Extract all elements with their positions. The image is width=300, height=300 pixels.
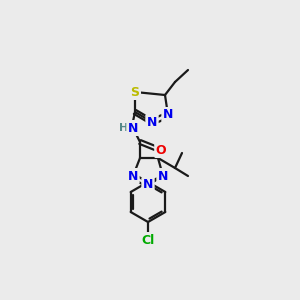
Text: O: O [156,143,166,157]
Text: S: S [130,85,140,98]
Text: H: H [119,123,129,133]
Text: N: N [147,116,157,128]
Text: N: N [128,169,138,182]
Text: Cl: Cl [141,233,154,247]
Text: N: N [128,122,138,134]
Text: N: N [163,109,173,122]
Text: N: N [143,178,153,191]
Text: N: N [158,169,168,182]
